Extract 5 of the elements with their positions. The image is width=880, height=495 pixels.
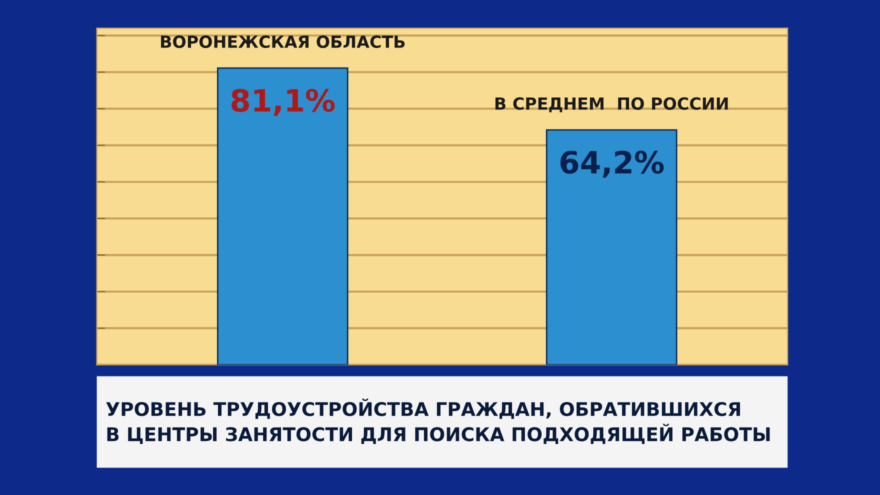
data-label: 81,1%	[232, 88, 335, 116]
x-tick-label: В СРЕДНЕМ ПО РОССИИ	[495, 97, 728, 112]
text: УРОВЕНЬ ТРУДОУСТРОЙСТВА ГРАЖДАН, ОБРАТИВШИХСЯ В ЦЕНТРЫ ЗАНЯТОСТИ ДЛЯ ПОИСКА ПОДХОДЯЩЕЙ РАБОТЫ	[106, 398, 770, 444]
x-tick-label: ВОРОНЕЖСКАЯ ОБЛАСТЬ	[161, 35, 405, 48]
data-label: 64,2%	[560, 150, 664, 178]
